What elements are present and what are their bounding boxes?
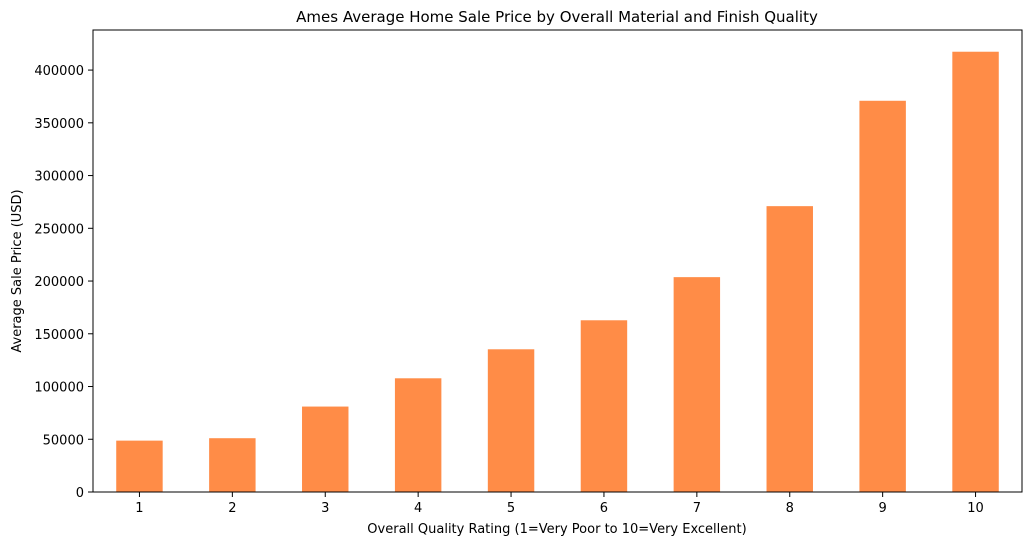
bar-10 <box>952 51 999 493</box>
x-tick-label: 7 <box>693 501 701 516</box>
y-tick-label: 250000 <box>34 222 84 237</box>
y-tick-label: 400000 <box>34 64 84 79</box>
bars-group <box>116 51 999 493</box>
bar-8 <box>766 206 813 492</box>
x-axis: 1 2 3 4 5 6 7 8 9 10 <box>135 492 984 516</box>
y-tick-label: 0 <box>76 486 84 501</box>
y-axis: 0 50000 100000 150000 200000 250000 300000 3500… <box>34 64 93 501</box>
y-tick-label: 50000 <box>43 433 84 448</box>
y-axis-title: Average Sale Price (USD) <box>10 189 25 352</box>
y-tick-label: 350000 <box>34 117 84 132</box>
bar-6 <box>580 320 628 492</box>
bar-1 <box>116 440 163 492</box>
x-tick-label: 5 <box>507 501 515 516</box>
y-tick-label: 300000 <box>34 170 84 185</box>
bar-3 <box>302 406 349 492</box>
chart-title: Ames Average Home Sale Price by Overall … <box>296 8 818 26</box>
x-tick-label: 4 <box>414 501 422 516</box>
bar-5 <box>487 349 535 492</box>
x-tick-label: 9 <box>879 501 887 516</box>
x-tick-label: 2 <box>228 501 236 516</box>
y-tick-label: 150000 <box>34 328 84 343</box>
x-tick-label: 1 <box>135 501 143 516</box>
bar-2 <box>209 438 256 492</box>
y-tick-label: 100000 <box>34 381 84 396</box>
x-tick-label: 3 <box>321 501 329 516</box>
x-tick-label: 8 <box>786 501 794 516</box>
x-axis-title: Overall Quality Rating (1=Very Poor to 1… <box>367 522 746 537</box>
x-tick-label: 6 <box>600 501 608 516</box>
bar-9 <box>859 100 906 493</box>
y-tick-label: 200000 <box>34 275 84 290</box>
x-tick-label: 10 <box>967 501 984 516</box>
plot-area-frame <box>92 29 1023 493</box>
bar-7 <box>673 277 721 492</box>
bar-4 <box>394 378 442 492</box>
